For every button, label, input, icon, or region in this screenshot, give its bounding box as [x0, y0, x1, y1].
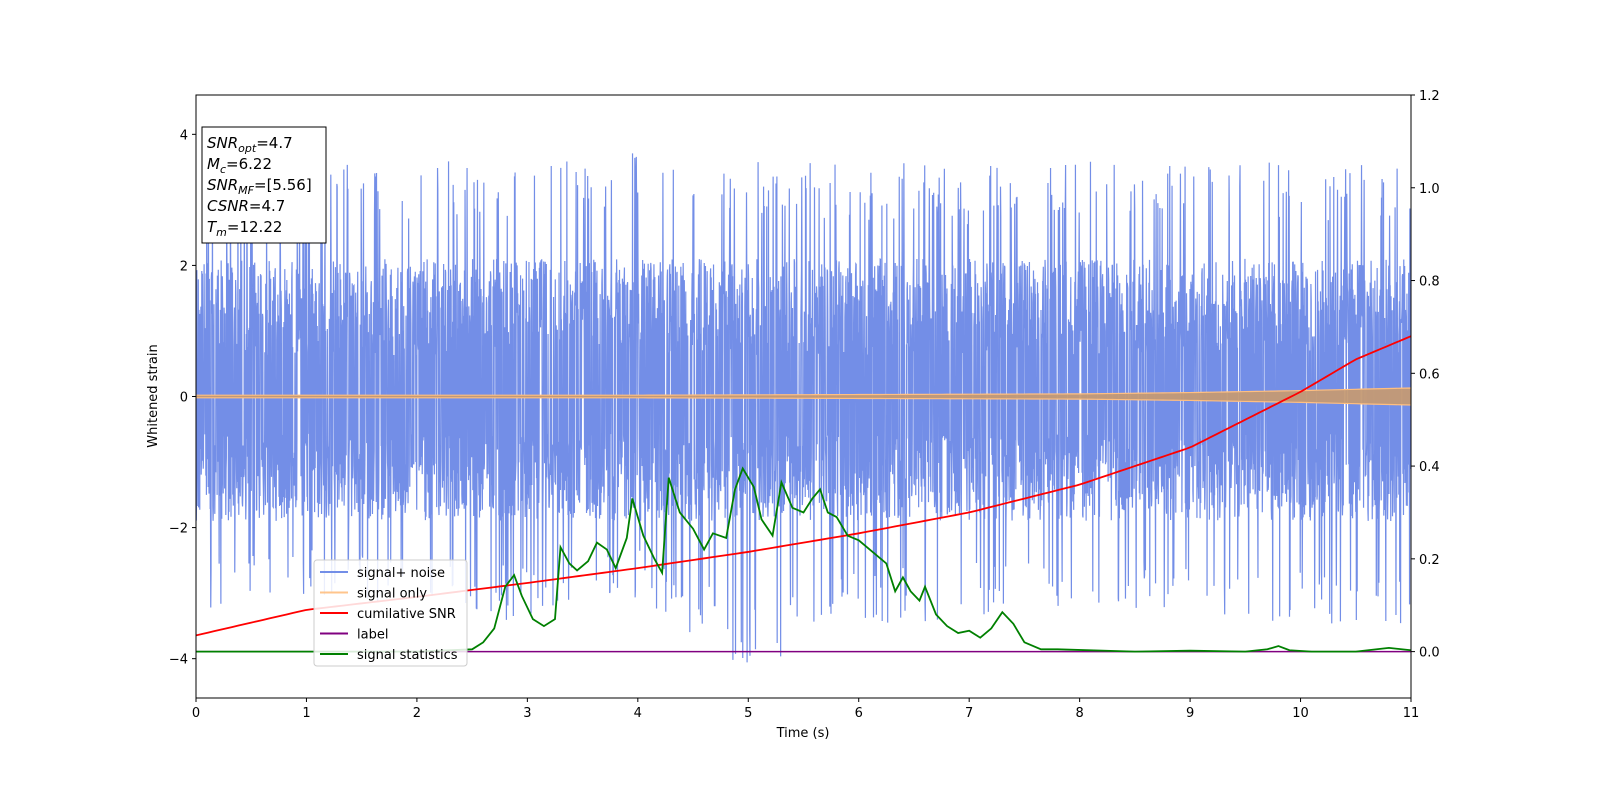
y2-tick-label: 0.6 — [1419, 367, 1440, 382]
y-tick-label: −4 — [169, 653, 188, 668]
signal-noise-series — [196, 153, 1411, 663]
legend-frame — [313, 559, 468, 667]
signal-only-series — [196, 387, 1411, 406]
x-tick-label: 4 — [634, 706, 642, 721]
y-tick-label: 0 — [180, 391, 188, 406]
x-tick-label: 3 — [523, 706, 531, 721]
y-tick-label: −2 — [169, 522, 188, 537]
y2-tick-label: 1.0 — [1419, 182, 1440, 197]
y2-tick-label: 0.0 — [1419, 646, 1440, 661]
signal-only-band — [196, 387, 1411, 406]
legend-label: cumilative SNR — [357, 607, 456, 622]
annotation-line: SNRopt=4.7 — [207, 134, 293, 155]
x-axis-label: Time (s) — [776, 726, 830, 741]
annotation-line: Tm=12.22 — [207, 218, 282, 239]
y-tick-label: 4 — [180, 128, 188, 143]
annotation-frame — [201, 126, 327, 244]
legend-label: signal statistics — [357, 648, 458, 663]
y2-tick-label: 1.2 — [1419, 89, 1440, 104]
x-tick-label: 7 — [965, 706, 973, 721]
y2-tick-label: 0.8 — [1419, 275, 1440, 290]
y-tick-label: 2 — [180, 259, 188, 274]
y2-tick-label: 0.4 — [1419, 460, 1440, 475]
x-tick-label: 2 — [413, 706, 421, 721]
y2-tick-label: 0.2 — [1419, 553, 1440, 568]
x-tick-label: 6 — [855, 706, 863, 721]
legend-label: label — [357, 628, 388, 643]
annotation-line: Mc=6.22 — [207, 155, 272, 176]
y-axis-label: Whitened strain — [146, 344, 161, 447]
annotation-line: SNRMF=[5.56] — [207, 176, 312, 197]
x-axis: 0 1 2 3 4 5 6 7 8 9 10 11 — [192, 698, 1419, 721]
legend-label: signal+ noise — [357, 566, 445, 581]
signal-noise-line — [196, 153, 1411, 663]
x-tick-label: 0 — [192, 706, 200, 721]
x-tick-label: 8 — [1075, 706, 1083, 721]
x-tick-label: 10 — [1292, 706, 1309, 721]
signal-statistics-line — [196, 466, 1411, 653]
annotation-line: CSNR=4.7 — [207, 197, 285, 215]
x-tick-label: 11 — [1403, 706, 1420, 721]
y-axis-right: 0.0 0.2 0.4 0.6 0.8 1.0 1.2 — [1411, 89, 1440, 661]
y-axis-left: −4 −2 0 2 4 — [169, 128, 196, 668]
legend-label: signal only — [357, 587, 427, 602]
x-tick-label: 1 — [302, 706, 310, 721]
legend: signal+ noise signal only cumilative SNR la… — [313, 559, 468, 667]
x-tick-label: 9 — [1186, 706, 1194, 721]
x-tick-label: 5 — [744, 706, 752, 721]
